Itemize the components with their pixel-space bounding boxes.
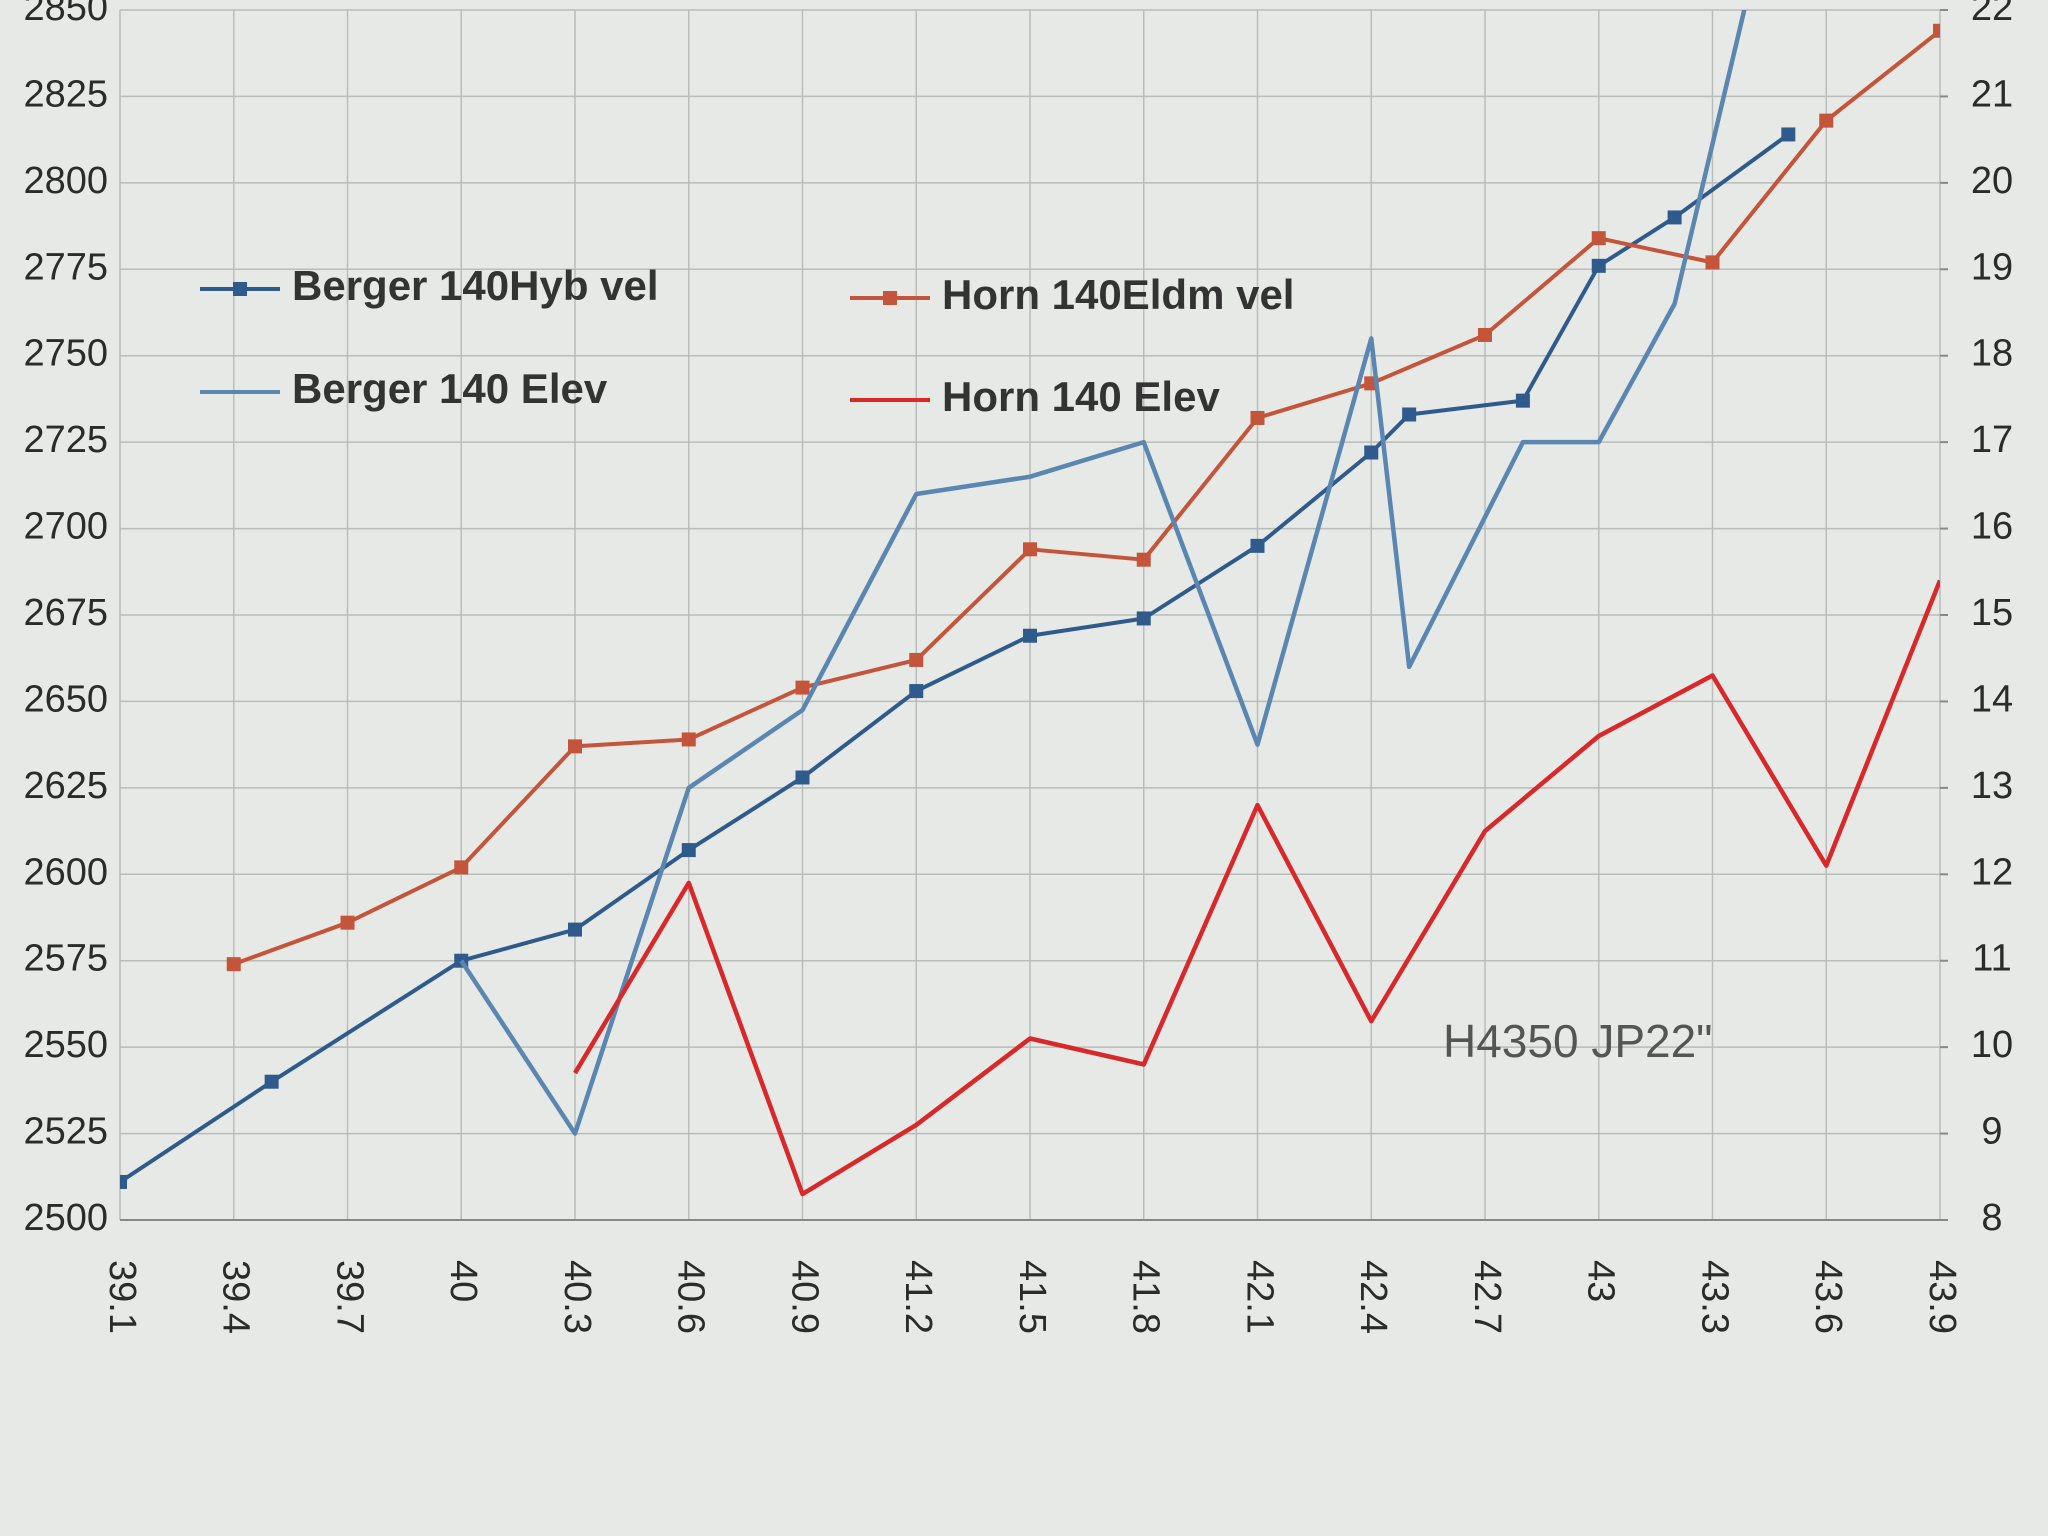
data-point <box>909 684 924 699</box>
y-tick-label: 2850 <box>23 0 108 29</box>
x-tick-label: 42.1 <box>1238 1260 1280 1334</box>
y2-tick-label: 16 <box>1971 506 2013 548</box>
y2-tick-label: 14 <box>1971 678 2013 720</box>
data-point <box>340 915 355 930</box>
y-tick-label: 2750 <box>23 333 108 375</box>
x-tick-label: 42.4 <box>1352 1260 1394 1334</box>
data-point <box>1250 538 1265 553</box>
x-tick-label: 39.1 <box>101 1260 143 1334</box>
legend-marker <box>883 291 897 305</box>
x-tick-label: 43.3 <box>1693 1260 1735 1334</box>
data-point <box>1136 552 1151 567</box>
series-line <box>459 10 1747 1136</box>
y2-tick-label: 9 <box>1981 1111 2002 1153</box>
y-tick-label: 2700 <box>23 506 108 548</box>
grid <box>119 9 1941 1221</box>
x-tick-label: 40 <box>442 1260 484 1302</box>
annotation: H4350 JP22" <box>1443 1015 1713 1067</box>
y-tick-label: 2800 <box>23 160 108 202</box>
y2-tick-label: 19 <box>1971 246 2013 288</box>
data-point <box>568 922 582 937</box>
data-point <box>1781 127 1796 142</box>
x-tick-label: 40.9 <box>783 1260 825 1334</box>
data-point <box>1023 628 1037 643</box>
data-point <box>681 843 696 858</box>
data-point <box>1364 445 1379 460</box>
data-point <box>1667 210 1682 225</box>
plot-area <box>120 10 1940 1197</box>
y2-tick-label: 21 <box>1971 73 2013 115</box>
data-point <box>568 739 582 754</box>
y-tick-label: 2675 <box>23 592 108 634</box>
x-tick-label: 39.4 <box>215 1260 257 1334</box>
data-point <box>1515 393 1530 408</box>
data-point <box>1933 23 1940 38</box>
y-tick-label: 2575 <box>23 938 108 980</box>
y2-tick-label: 17 <box>1971 419 2013 461</box>
x-tick-label: 41.2 <box>897 1260 939 1334</box>
legend-label: Horn 140 Elev <box>942 373 1220 420</box>
data-point <box>1819 113 1834 128</box>
legend-label: Berger 140Hyb vel <box>292 262 659 309</box>
data-point <box>1136 611 1151 626</box>
series-line <box>573 579 1940 1197</box>
y-tick-label: 2650 <box>23 678 108 720</box>
y-tick-label: 2550 <box>23 1024 108 1066</box>
data-point <box>1591 258 1606 273</box>
y-tick-label: 2500 <box>23 1197 108 1239</box>
y2-tick-label: 13 <box>1971 765 2013 807</box>
x-tick-label: 39.7 <box>328 1260 370 1334</box>
data-point <box>909 652 924 667</box>
data-point <box>1591 231 1606 246</box>
series-line <box>120 132 1790 1184</box>
y-tick-label: 2825 <box>23 73 108 115</box>
y-tick-label: 2625 <box>23 765 108 807</box>
data-point <box>795 680 810 695</box>
x-tick-label: 41.5 <box>1011 1260 1053 1334</box>
y2-tick-label: 10 <box>1971 1024 2013 1066</box>
y-tick-label: 2775 <box>23 246 108 288</box>
data-point <box>1402 407 1417 422</box>
y2-tick-label: 12 <box>1971 851 2013 893</box>
series-line <box>233 29 1940 967</box>
data-point <box>681 732 696 747</box>
data-point <box>454 860 469 875</box>
y2-tick-label: 11 <box>1972 938 2011 980</box>
x-tick-label: 41.8 <box>1125 1260 1167 1334</box>
y2-tick-label: 18 <box>1971 333 2013 375</box>
data-point <box>1478 327 1492 342</box>
labels: 2500 2525 2550 2575 2600 2625 2650 2675 2700 2725… <box>23 0 2013 1334</box>
data-point <box>1250 410 1265 425</box>
y2-tick-label: 8 <box>1981 1197 2002 1239</box>
data-point <box>264 1074 279 1089</box>
data-point <box>120 1174 127 1189</box>
x-tick-label: 43.6 <box>1807 1260 1849 1334</box>
x-tick-label: 42.7 <box>1466 1260 1508 1334</box>
data-point <box>226 957 241 972</box>
y2-tick-label: 15 <box>1971 592 2013 634</box>
data-point <box>795 770 810 785</box>
data-point <box>1023 542 1037 557</box>
y-tick-label: 2525 <box>23 1111 108 1153</box>
x-tick-label: 43.9 <box>1921 1260 1963 1334</box>
y2-tick-label: 20 <box>1971 160 2013 202</box>
x-tick-label: 40.6 <box>670 1260 712 1334</box>
x-tick-label: 40.3 <box>556 1260 598 1334</box>
legend-label: Berger 140 Elev <box>292 365 608 412</box>
legend-label: Horn 140Eldm vel <box>942 271 1294 318</box>
y2-tick-label: 22 <box>1971 0 2013 29</box>
y-tick-label: 2600 <box>23 851 108 893</box>
legend-marker <box>233 282 247 296</box>
x-tick-label: 43 <box>1580 1260 1622 1302</box>
y-tick-label: 2725 <box>23 419 108 461</box>
data-point <box>1705 255 1720 270</box>
